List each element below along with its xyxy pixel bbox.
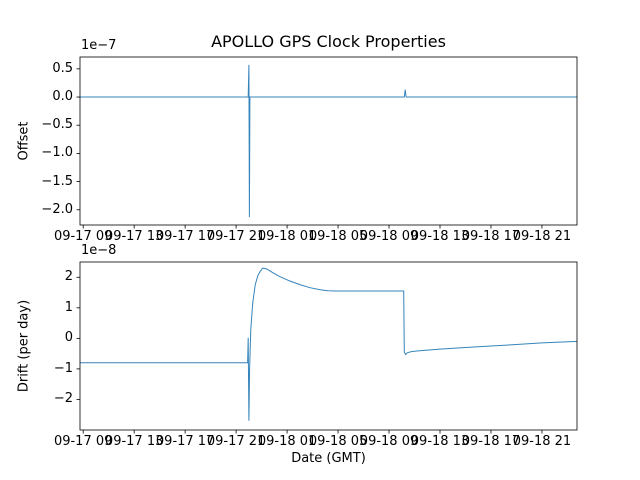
x-tick-label: 09-18 05	[308, 434, 368, 449]
y-tick-label: −2.0	[41, 201, 73, 217]
x-tick-label: 09-17 21	[206, 229, 266, 244]
y-tick-label: 2	[64, 269, 73, 285]
x-tick-label: 09-18 17	[461, 434, 521, 449]
x-tick-label: 09-18 05	[308, 229, 368, 244]
x-tick-label: 09-18 13	[410, 434, 470, 449]
y-tick-label: 1	[64, 299, 73, 315]
y-tick-label: −0.5	[41, 117, 73, 133]
x-tick-label: 09-18 01	[257, 434, 317, 449]
x-axis-label: Date (GMT)	[291, 451, 366, 466]
gps-clock-drift-series-line	[80, 267, 577, 421]
x-tick-label: 09-18 09	[359, 434, 419, 449]
x-tick-label: 09-17 21	[206, 434, 266, 449]
x-tick-label: 09-17 17	[155, 434, 215, 449]
x-tick-label: 09-18 13	[410, 229, 470, 244]
x-tick-label: 09-18 17	[461, 229, 521, 244]
drift-axis-scale-text: 1e−8	[81, 243, 117, 258]
y-tick-label: 0.0	[52, 89, 73, 105]
x-tick-label: 09-17 13	[104, 229, 164, 244]
x-tick-label: 09-17 13	[104, 434, 164, 449]
offset-axis-scale-text: 1e−7	[81, 38, 117, 53]
x-tick-label: 09-18 21	[512, 434, 572, 449]
y-tick-label: −1	[53, 360, 73, 376]
x-tick-label: 09-18 21	[512, 229, 572, 244]
x-tick-label: 09-18 09	[359, 229, 419, 244]
y-tick-label: −1.5	[41, 173, 73, 189]
y-tick-label: 0	[64, 330, 73, 346]
x-tick-label: 09-18 01	[257, 229, 317, 244]
gps-clock-offset-series-line	[80, 64, 577, 218]
y-tick-label: 0.5	[52, 60, 73, 76]
figure-title: APOLLO GPS Clock Properties	[211, 32, 446, 51]
x-tick-label: 09-17 09	[53, 434, 113, 449]
x-tick-label: 09-17 09	[53, 229, 113, 244]
axes-border	[79, 261, 578, 431]
y-tick-label: −1.0	[41, 145, 73, 161]
axes-border	[79, 56, 578, 226]
y-tick-label: −2	[53, 391, 73, 407]
x-tick-label: 09-17 17	[155, 229, 215, 244]
